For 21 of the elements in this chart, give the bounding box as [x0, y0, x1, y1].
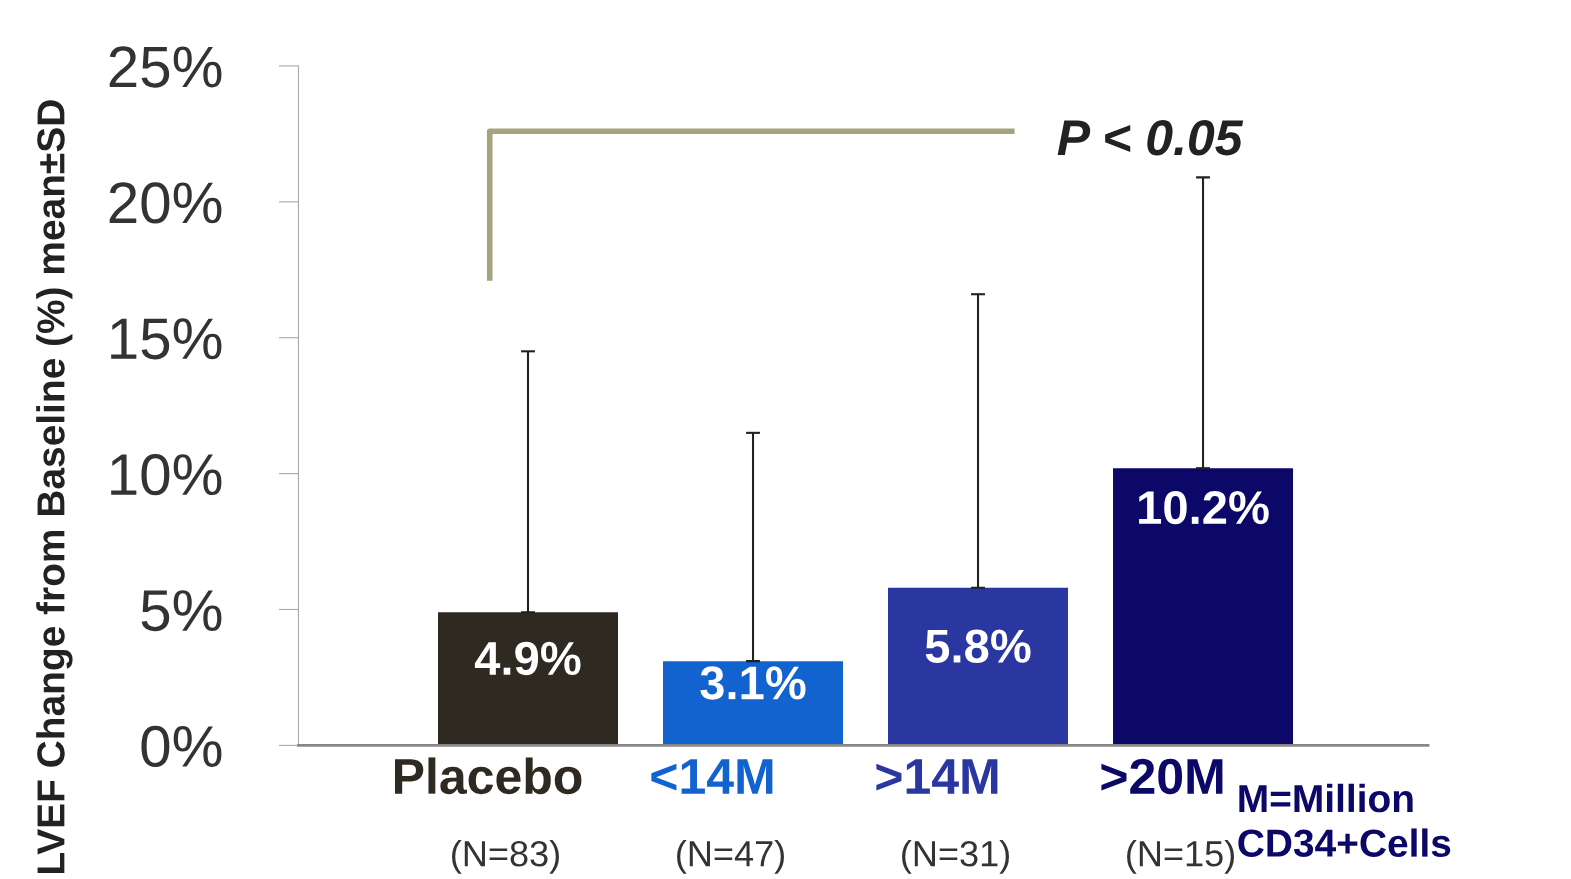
x-tick-label: >14M (N=31) — [876, 759, 1009, 874]
bar — [1113, 468, 1294, 746]
x-tick-label: >20M (N=15) — [1101, 758, 1234, 874]
y-tick-label: 10% — [111, 454, 222, 496]
y-tick-label: 5% — [141, 590, 222, 632]
data-label: 5.8% — [925, 629, 1031, 663]
x-tick-label: Placebo (N=83) — [394, 757, 582, 874]
x-tick-label: <14M (N=47) — [651, 759, 784, 874]
bar — [888, 587, 1069, 746]
bar — [663, 661, 844, 746]
annotation: P < 0.05 — [1057, 120, 1244, 156]
bar — [438, 612, 618, 746]
data-label: 4.9% — [474, 641, 581, 676]
y-axis-title: LVEF Change from Baseline (%) mean±SD — [36, 100, 73, 874]
y-tick-label: 0% — [141, 725, 222, 768]
y-tick-label: 15% — [111, 318, 222, 360]
y-tick-label: 25% — [109, 46, 222, 88]
data-label: 3.1% — [700, 666, 806, 700]
y-tick-label: 20% — [109, 182, 222, 224]
text: M=Million CD34+Cells — [1238, 783, 1451, 858]
data-label: 10.2% — [1139, 490, 1269, 525]
